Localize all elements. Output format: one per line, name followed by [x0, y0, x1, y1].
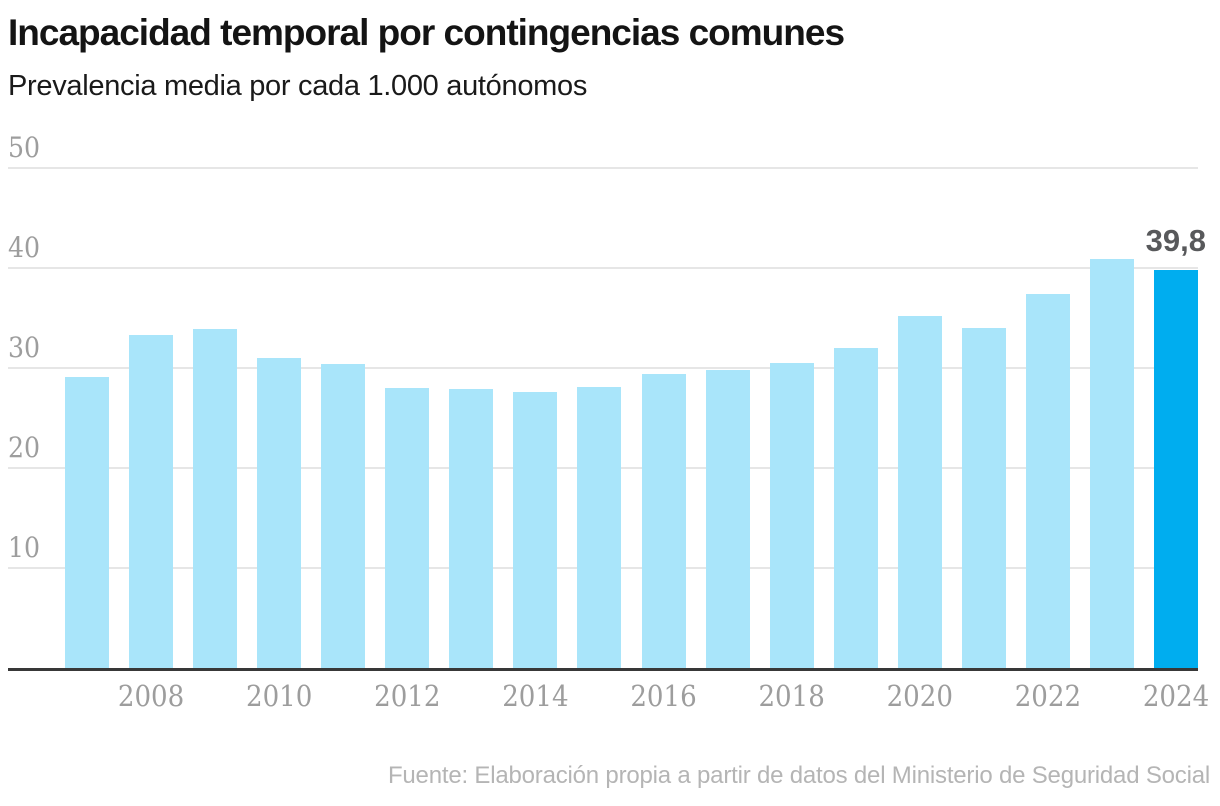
bar-2020 [897, 316, 942, 668]
bar-2013 [449, 389, 494, 668]
source-note: Fuente: Elaboración propia a partir de d… [387, 762, 1210, 789]
x-tick-label-2010: 2010 [245, 679, 313, 713]
x-tick-label-2012: 2012 [374, 679, 441, 713]
x-tick-label-2016: 2016 [630, 679, 697, 713]
gridline-30 [8, 367, 1198, 369]
bar-2024 [1154, 270, 1199, 668]
bar-2017 [705, 370, 750, 668]
x-tick-label-2014: 2014 [502, 679, 569, 713]
bar-2023 [1089, 259, 1134, 668]
bar-2016 [641, 374, 686, 668]
bar-2011 [321, 364, 366, 668]
x-tick-label-2020: 2020 [886, 679, 953, 713]
y-tick-label-40: 40 [8, 231, 41, 264]
gridline-50 [8, 167, 1198, 169]
chart-title: Incapacidad temporal por contingencias c… [8, 12, 845, 53]
x-tick-label-2008: 2008 [117, 679, 185, 713]
bar-2021 [961, 328, 1006, 668]
y-tick-label-50: 50 [8, 131, 41, 164]
y-tick-label-20: 20 [8, 431, 41, 464]
y-tick-label-10: 10 [8, 531, 41, 564]
x-axis-line [8, 668, 1198, 671]
bar-2015 [577, 387, 622, 668]
bar-2007 [65, 377, 109, 668]
x-tick-label-2022: 2022 [1014, 679, 1082, 713]
bar-value-label-2024: 39,8 [1145, 223, 1206, 258]
bar-2008 [129, 335, 174, 668]
bar-2022 [1025, 294, 1070, 668]
bar-2010 [257, 358, 302, 668]
bar-2018 [769, 363, 814, 668]
plot-area: 10 20 30 40 50 39,8 [8, 134, 1206, 671]
y-tick-label-30: 30 [8, 331, 41, 364]
x-tick-label-2024: 2024 [1142, 679, 1210, 713]
bar-2009 [193, 329, 238, 668]
gridline-40 [8, 267, 1198, 269]
chart-subtitle: Prevalencia media por cada 1.000 autónom… [8, 70, 588, 102]
bar-2012 [385, 388, 430, 668]
bar-2014 [513, 392, 558, 668]
bar-2019 [833, 348, 878, 668]
x-tick-label-2018: 2018 [758, 679, 825, 713]
